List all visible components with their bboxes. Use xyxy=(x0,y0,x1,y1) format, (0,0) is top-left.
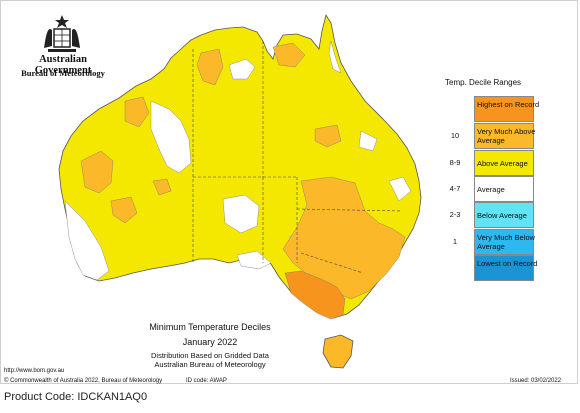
id-code: ID code: AWAP xyxy=(186,378,227,384)
source-url: http://www.bom.gov.au xyxy=(4,368,65,374)
average-area-west-coast xyxy=(64,200,110,281)
legend-range: 1 xyxy=(452,237,458,246)
average-area-qld xyxy=(358,130,378,152)
map-title: Minimum Temperature Deciles xyxy=(149,322,271,332)
vmaa-area-gulf xyxy=(272,42,306,68)
legend-range: 2-3 xyxy=(449,210,461,219)
product-code: Product Code: IDCKAN1AQ0 xyxy=(4,391,148,403)
legend-swatch: Below Average xyxy=(474,202,534,228)
vmaa-area-nt-north xyxy=(196,48,224,86)
agency-name: Australian Government xyxy=(34,54,92,76)
copyright: © Commonwealth of Australia 2022, Bureau… xyxy=(4,378,163,384)
legend-title: Temp. Decile Ranges xyxy=(445,78,522,87)
legend-label: Lowest on Record xyxy=(477,259,538,268)
legend-swatch: Lowest on Record xyxy=(474,255,537,281)
coat-of-arms-icon xyxy=(44,15,80,52)
legend-range: 8-9 xyxy=(449,158,461,167)
average-area-nsw-coast xyxy=(388,176,412,202)
legend-row: 10 Very Much Above Average xyxy=(440,123,575,149)
average-area-wa-inland xyxy=(150,100,192,174)
state-borders xyxy=(192,41,402,274)
map-note-source: Australian Bureau of Meteorology xyxy=(154,360,266,369)
agency-subname: Bureau of Meteorology xyxy=(21,68,105,78)
legend-swatch: Above Average xyxy=(474,150,534,176)
map-note-distribution: Distribution Based on Gridded Data xyxy=(151,351,269,360)
legend-range: 10 xyxy=(450,131,460,140)
legend-label: Very Much Above Average xyxy=(477,127,536,145)
average-area-sa-coast xyxy=(236,250,272,270)
legend-row: 4-7 Average xyxy=(440,176,575,202)
average-area-arnhem xyxy=(228,58,256,80)
legend-label: Highest on Record xyxy=(477,100,540,109)
vmaa-area-nt-inland xyxy=(152,178,172,196)
map-period: January 2022 xyxy=(182,337,238,347)
average-area-cape xyxy=(328,40,342,74)
legend-row: Highest on Record xyxy=(440,96,575,122)
legend-swatch: Very Much Below Average xyxy=(474,229,535,255)
tasmania xyxy=(322,334,354,369)
average-area-central xyxy=(222,194,260,234)
record-area-victoria xyxy=(284,270,346,320)
legend-row: 1 Very Much Below Average xyxy=(440,229,575,255)
legend-row: 2-3 Below Average xyxy=(440,202,575,228)
legend-swatch: Average xyxy=(474,176,534,202)
legend-range: 4-7 xyxy=(449,184,461,193)
legend-label: Average xyxy=(477,185,505,194)
legend-label: Very Much Below Average xyxy=(477,233,535,251)
legend-swatch: Very Much Above Average xyxy=(474,123,535,149)
legend-row: 8-9 Above Average xyxy=(440,150,575,176)
legend-label: Below Average xyxy=(477,211,527,220)
australia-map xyxy=(58,13,422,369)
legend-swatch: Highest on Record xyxy=(474,96,539,122)
issued-date: Issued: 03/02/2022 xyxy=(510,378,562,384)
vmaa-area-southeast xyxy=(282,176,406,300)
vmaa-area-wa-south xyxy=(110,196,138,224)
legend-row: Lowest on Record xyxy=(440,255,575,281)
legend-label: Above Average xyxy=(477,159,528,168)
vmaa-area-kimberley xyxy=(124,96,150,128)
vmaa-area-pilbara xyxy=(80,150,114,194)
vmaa-area-qld-central xyxy=(314,124,342,148)
